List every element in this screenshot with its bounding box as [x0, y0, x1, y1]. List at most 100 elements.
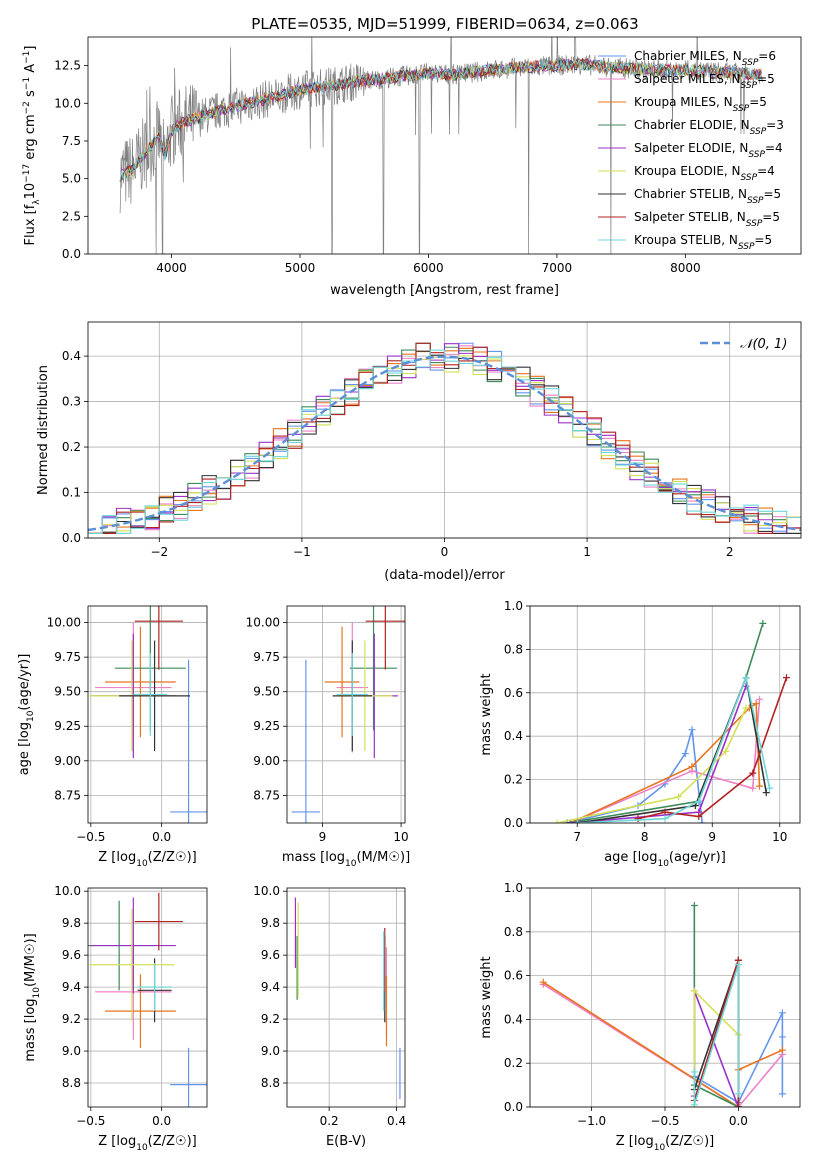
weight-marker — [690, 987, 698, 995]
y-tick-label: 0.6 — [504, 686, 523, 700]
y-axis-label: mass weight — [479, 956, 494, 1038]
legend-label: Kroupa MILES, NSSP=5 — [634, 95, 767, 114]
x-tick-label: 10 — [772, 830, 787, 844]
y-tick-label: 12.5 — [54, 59, 81, 73]
y-tick-label: 9.2 — [62, 1012, 81, 1026]
legend-label: Kroupa STELIB, NSSP=5 — [634, 233, 772, 252]
weight-marker — [634, 815, 642, 823]
y-tick-label: 9.2 — [261, 1012, 280, 1026]
plot-area — [553, 619, 790, 823]
axes-frame — [87, 36, 802, 255]
weight-marker — [675, 793, 682, 801]
x-axis-label: Z [log10(Z/Z☉)] — [616, 1134, 714, 1153]
y-tick-label: 0.2 — [62, 440, 81, 454]
x-tick-label: −0.5 — [76, 1114, 105, 1128]
weight-marker — [695, 812, 703, 820]
weight-marker — [749, 769, 757, 777]
axes-frame — [87, 887, 208, 1108]
y-tick-label: 10.0 — [54, 96, 81, 110]
legend: Chabrier MILES, NSSP=6 Salpeter MILES, NS… — [598, 49, 784, 252]
y-tick-label: 0.2 — [504, 1056, 523, 1070]
x-tick-label: 0 — [441, 545, 449, 559]
y-tick-label: 0.1 — [62, 486, 81, 500]
x-tick-label: 7 — [573, 830, 581, 844]
weight-line — [570, 686, 747, 823]
panel-weight_vs_age: 7 8 9 10 0.0 0.2 0.4 0.6 0.8 1.0 age [log10(age/yr… — [479, 599, 801, 869]
y-tick-label: 9.00 — [253, 754, 280, 768]
x-axis-label: (data-model)/error — [384, 568, 505, 583]
x-axis-label: E(B-V) — [326, 1134, 366, 1149]
weight-marker — [759, 619, 767, 627]
weight-marker — [695, 797, 703, 805]
model-spectrum — [119, 57, 762, 182]
panel-weight_vs_Z: −1.0 −0.5 0.0 0.0 0.2 0.4 0.6 0.8 1.0 Z [log10(Z/… — [479, 881, 801, 1153]
weight-marker — [752, 700, 760, 708]
weight-marker — [690, 1068, 698, 1076]
weight-marker — [539, 978, 547, 986]
legend-label: Salpeter MILES, NSSP=5 — [634, 72, 775, 91]
y-tick-label: 0.4 — [504, 729, 523, 743]
weight-marker — [778, 1009, 786, 1017]
weight-marker — [778, 1046, 786, 1054]
y-tick-label: 1.0 — [504, 599, 523, 613]
x-tick-label: 8 — [641, 830, 649, 844]
y-tick-label: 7.5 — [62, 134, 81, 148]
y-tick-label: 9.50 — [54, 685, 81, 699]
y-tick-label: 0.8 — [504, 925, 523, 939]
panel-spectrum: 4000 5000 6000 7000 8000 0.0 2.5 5.0 7.5 10.0 12.5… — [22, 36, 802, 298]
panel-mass_vs_EBV: 0.2 0.4 8.8 9.0 9.2 9.4 9.6 9.8 10.0 E(B-V) — [253, 884, 406, 1149]
y-tick-label: 10.00 — [47, 616, 81, 630]
y-tick-label: 0.6 — [504, 969, 523, 983]
legend-label: Salpeter STELIB, NSSP=5 — [634, 210, 780, 229]
y-tick-label: 0.8 — [504, 642, 523, 656]
weight-line — [570, 699, 761, 823]
y-axis-label: Flux [fλ10−17 erg cm−2 s−1 A−1] — [22, 46, 42, 246]
grid — [530, 605, 800, 824]
x-tick-label: 0.2 — [320, 1114, 339, 1128]
x-tick-label: 4000 — [156, 261, 187, 275]
axes-frame — [529, 605, 801, 824]
y-tick-label: 9.0 — [261, 1044, 280, 1058]
x-tick-label: 0.0 — [152, 1114, 171, 1128]
weight-marker — [742, 704, 750, 712]
y-tick-label: 0.3 — [62, 395, 81, 409]
y-tick-label: 8.8 — [62, 1076, 81, 1090]
legend-label: Chabrier ELODIE, NSSP=3 — [634, 118, 784, 137]
y-tick-label: 9.4 — [62, 980, 81, 994]
legend-label: Chabrier STELIB, NSSP=5 — [634, 187, 781, 206]
y-tick-label: 9.25 — [54, 719, 81, 733]
y-tick-label: 9.75 — [253, 650, 280, 664]
x-tick-label: −0.5 — [76, 830, 105, 844]
grid — [287, 888, 405, 1107]
x-axis-label: age [log10(age/yr)] — [604, 850, 726, 869]
weight-marker — [722, 747, 730, 755]
y-axis-label: mass [log10(M/M☉)] — [23, 933, 42, 1061]
legend-label: Chabrier MILES, NSSP=6 — [634, 49, 776, 68]
x-axis-label: Z [log10(Z/Z☉)] — [98, 1134, 196, 1153]
y-tick-label: 9.8 — [62, 916, 81, 930]
y-tick-label: 9.6 — [261, 948, 280, 962]
weight-marker — [756, 782, 763, 790]
x-tick-label: 9 — [708, 830, 716, 844]
weight-marker — [734, 1103, 742, 1107]
x-tick-label: 2 — [726, 545, 734, 559]
axes-frame — [286, 605, 406, 824]
weight-marker — [681, 750, 689, 758]
weight-marker — [690, 1101, 698, 1107]
x-tick-label: 7000 — [542, 261, 573, 275]
y-tick-label: 2.5 — [62, 209, 81, 223]
weight-marker — [778, 1090, 786, 1098]
x-axis-label: mass [log10(M/M☉)] — [282, 850, 410, 869]
x-tick-label: 6000 — [413, 261, 444, 275]
y-axis-label: age [log10(age/yr)] — [17, 654, 36, 776]
y-tick-label: 0.4 — [62, 349, 81, 363]
x-tick-label: −1 — [293, 545, 311, 559]
model-spectrum — [119, 58, 762, 182]
axes-frame — [87, 321, 802, 539]
weight-marker — [698, 819, 706, 823]
panel-mass_vs_Z: −0.5 0.0 8.8 9.0 9.2 9.4 9.6 9.8 10.0 Z [log10(Z/… — [23, 884, 208, 1153]
grid — [287, 606, 405, 823]
y-tick-label: 8.8 — [261, 1076, 280, 1090]
x-tick-label: 0.0 — [152, 830, 171, 844]
